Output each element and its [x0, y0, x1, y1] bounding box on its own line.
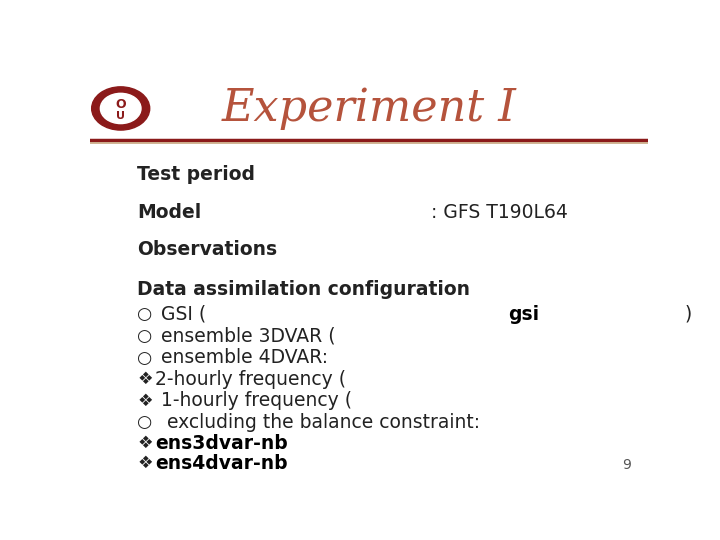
Text: ensemble 3DVAR (: ensemble 3DVAR (: [156, 326, 336, 346]
Text: GSI (: GSI (: [156, 305, 207, 324]
Text: O: O: [115, 98, 126, 111]
Text: U: U: [116, 111, 125, 121]
Text: ○: ○: [138, 327, 153, 345]
Text: ensemble 4DVAR:: ensemble 4DVAR:: [156, 348, 328, 367]
Text: ens4dvar-nb: ens4dvar-nb: [156, 454, 288, 472]
Text: 9: 9: [622, 458, 631, 472]
Text: ○: ○: [138, 414, 153, 431]
Text: gsi: gsi: [508, 305, 539, 324]
Text: 1-hourly frequency (: 1-hourly frequency (: [156, 392, 352, 410]
Text: excluding the balance constraint:: excluding the balance constraint:: [156, 413, 480, 432]
Text: Observations: Observations: [138, 240, 277, 259]
Text: ○: ○: [138, 348, 153, 367]
Text: Experiment I: Experiment I: [222, 87, 516, 130]
Text: ○: ○: [138, 305, 153, 323]
Text: Test period: Test period: [138, 165, 256, 185]
Text: 2-hourly frequency (: 2-hourly frequency (: [156, 370, 346, 389]
Text: ❖: ❖: [138, 392, 153, 410]
Text: ): ): [684, 305, 691, 324]
Text: ❖: ❖: [138, 434, 153, 452]
Circle shape: [100, 93, 141, 124]
Text: ❖: ❖: [138, 370, 153, 388]
Circle shape: [91, 87, 150, 130]
Text: ens3dvar-nb: ens3dvar-nb: [156, 434, 288, 453]
Text: : GFS T190L64: : GFS T190L64: [431, 203, 568, 222]
Text: ❖: ❖: [138, 454, 153, 472]
Text: Model: Model: [138, 203, 202, 222]
Text: Data assimilation configuration: Data assimilation configuration: [138, 280, 470, 299]
